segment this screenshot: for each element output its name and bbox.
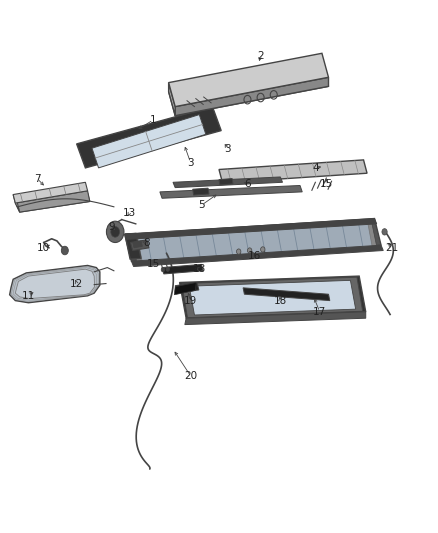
Text: 18: 18 <box>274 296 287 306</box>
Text: 9: 9 <box>108 222 115 231</box>
Text: 3: 3 <box>187 158 194 167</box>
Circle shape <box>166 267 170 271</box>
Polygon shape <box>160 185 302 198</box>
Text: 8: 8 <box>143 238 150 247</box>
Polygon shape <box>173 177 283 188</box>
Polygon shape <box>125 219 377 239</box>
Polygon shape <box>131 221 377 262</box>
Text: 21: 21 <box>385 243 399 253</box>
Polygon shape <box>169 62 328 116</box>
Text: 1: 1 <box>150 115 157 125</box>
Circle shape <box>61 246 68 255</box>
Text: 7: 7 <box>34 174 41 183</box>
Polygon shape <box>131 245 383 266</box>
Polygon shape <box>175 77 328 116</box>
Text: 13: 13 <box>123 208 136 218</box>
Circle shape <box>106 221 124 243</box>
Polygon shape <box>193 188 209 195</box>
Polygon shape <box>131 240 149 251</box>
Polygon shape <box>15 191 90 212</box>
Polygon shape <box>138 224 372 262</box>
Polygon shape <box>133 241 142 248</box>
Text: 15: 15 <box>320 179 333 189</box>
Polygon shape <box>77 107 221 168</box>
Text: 2: 2 <box>257 51 264 61</box>
Text: 10: 10 <box>37 243 50 253</box>
Polygon shape <box>15 269 95 298</box>
Text: 3: 3 <box>224 144 231 154</box>
Polygon shape <box>10 265 100 303</box>
Text: 15: 15 <box>147 259 160 269</box>
Text: 17: 17 <box>313 307 326 317</box>
Circle shape <box>382 229 387 235</box>
Polygon shape <box>125 233 141 259</box>
Polygon shape <box>243 288 330 301</box>
Text: 16: 16 <box>247 251 261 261</box>
Polygon shape <box>169 83 175 116</box>
Polygon shape <box>175 282 199 293</box>
Polygon shape <box>219 160 367 183</box>
Circle shape <box>247 248 252 253</box>
Polygon shape <box>92 115 206 168</box>
Polygon shape <box>162 264 203 274</box>
Text: 4: 4 <box>312 163 319 173</box>
Circle shape <box>161 268 165 272</box>
Polygon shape <box>169 53 328 107</box>
Text: 12: 12 <box>70 279 83 288</box>
Polygon shape <box>18 193 90 212</box>
Text: 20: 20 <box>184 371 197 381</box>
Text: 18: 18 <box>193 264 206 274</box>
Polygon shape <box>13 195 20 212</box>
Text: 11: 11 <box>22 291 35 301</box>
Circle shape <box>237 249 241 254</box>
Text: 5: 5 <box>198 200 205 210</box>
Polygon shape <box>13 182 88 203</box>
Circle shape <box>111 227 120 237</box>
Polygon shape <box>219 179 233 185</box>
Polygon shape <box>185 312 366 325</box>
Circle shape <box>261 247 265 252</box>
Polygon shape <box>180 276 366 318</box>
Polygon shape <box>189 280 356 315</box>
Polygon shape <box>174 282 196 295</box>
Text: 19: 19 <box>184 296 197 306</box>
Polygon shape <box>182 277 363 318</box>
Text: 6: 6 <box>244 179 251 189</box>
Polygon shape <box>125 219 381 261</box>
